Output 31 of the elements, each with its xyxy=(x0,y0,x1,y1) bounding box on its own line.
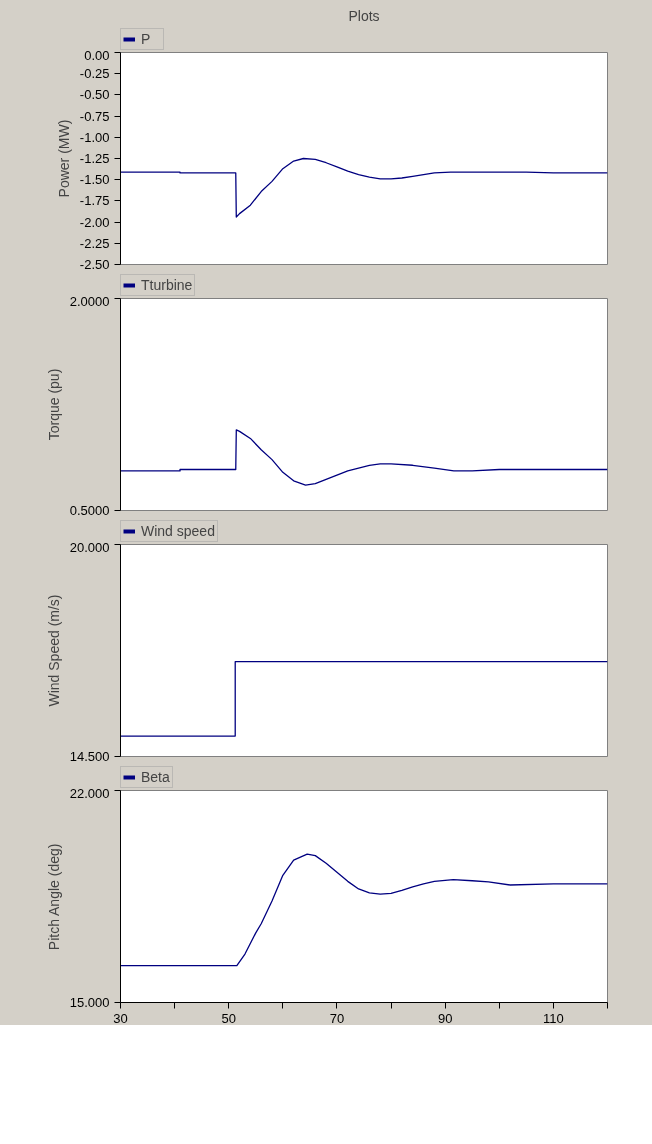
legend-label: Wind speed xyxy=(141,523,215,539)
legend-label: Beta xyxy=(141,769,170,785)
y-axis-title: Pitch Angle (deg) xyxy=(45,843,62,951)
y-tick-label: 14.500 xyxy=(69,749,110,764)
y-tick-label: 2.0000 xyxy=(69,293,110,309)
x-tick-label: 30 xyxy=(113,1010,128,1026)
y-axis-title: Power (MW) xyxy=(55,119,72,198)
legend-label: P xyxy=(141,31,152,47)
y-axis-title: Torque (pu) xyxy=(45,368,62,441)
legend-label: Tturbine xyxy=(141,277,193,293)
y-tick-label: -0.50 xyxy=(79,87,110,103)
y-tick-label: -2.50 xyxy=(79,257,110,272)
x-tick-label: 50 xyxy=(221,1010,236,1026)
y-tick-label: 20.000 xyxy=(69,539,110,555)
y-tick-label: -1.50 xyxy=(79,172,110,188)
y-tick-label: -2.25 xyxy=(79,235,110,251)
y-axis-title: Wind Speed (m/s) xyxy=(45,594,62,707)
y-tick-label: -2.00 xyxy=(79,214,110,230)
y-tick-label: 0.00 xyxy=(84,47,110,63)
x-tick-label: 110 xyxy=(543,1010,564,1026)
x-tick-label: 90 xyxy=(437,1010,453,1026)
y-tick-label: 0.5000 xyxy=(69,503,110,518)
chart-title: Plots xyxy=(348,7,380,24)
y-tick-label: -1.00 xyxy=(79,129,110,145)
y-tick-label: 15.000 xyxy=(69,995,110,1010)
y-tick-label: -0.75 xyxy=(79,108,110,124)
y-tick-label: 22.000 xyxy=(69,785,110,801)
y-tick-label: -0.25 xyxy=(79,66,110,82)
y-tick-label: -1.75 xyxy=(79,193,110,209)
y-tick-label: -1.25 xyxy=(79,151,110,166)
x-tick-label: 70 xyxy=(329,1010,345,1026)
